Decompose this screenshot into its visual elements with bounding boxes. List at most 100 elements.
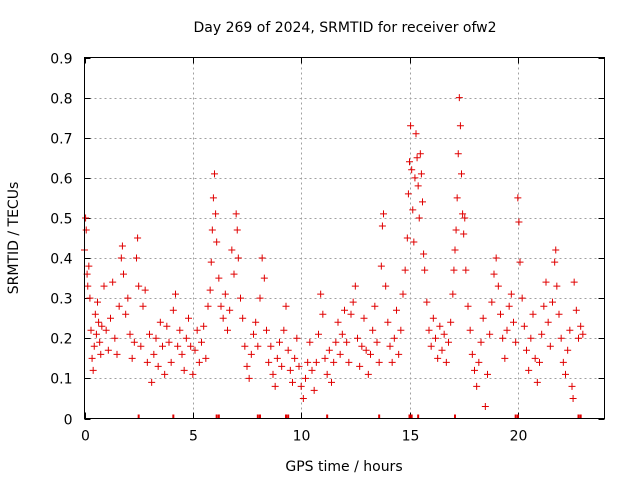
data-point xyxy=(494,282,502,290)
data-point xyxy=(390,334,398,342)
data-point xyxy=(250,330,257,338)
data-point xyxy=(452,226,460,234)
data-point xyxy=(455,94,463,102)
data-point xyxy=(150,350,158,358)
data-point xyxy=(572,306,580,314)
data-point xyxy=(161,370,169,378)
data-point xyxy=(174,342,182,350)
data-point xyxy=(204,302,212,310)
data-point xyxy=(256,294,264,302)
data-point xyxy=(252,318,260,326)
data-point xyxy=(540,302,548,310)
data-point xyxy=(312,358,320,366)
data-point xyxy=(91,310,99,318)
data-point xyxy=(432,334,439,342)
data-point xyxy=(423,298,431,306)
data-point xyxy=(468,350,476,358)
data-point xyxy=(507,290,515,298)
x-tick-label: 15 xyxy=(402,429,420,445)
data-point xyxy=(577,322,585,330)
data-point xyxy=(454,150,462,158)
data-point xyxy=(299,394,307,402)
data-point xyxy=(464,302,472,310)
data-point xyxy=(501,354,509,362)
data-point xyxy=(568,382,576,390)
data-point xyxy=(351,282,359,290)
data-point xyxy=(451,246,459,254)
data-point xyxy=(88,354,96,362)
data-point xyxy=(254,342,262,350)
y-tick-label: 0.3 xyxy=(50,292,72,308)
data-point xyxy=(200,322,208,330)
data-point xyxy=(531,354,539,362)
data-point xyxy=(497,310,504,318)
data-point xyxy=(411,174,419,182)
data-point xyxy=(206,286,214,294)
data-point xyxy=(328,378,335,386)
data-point xyxy=(263,326,270,334)
data-point xyxy=(514,194,522,202)
data-point xyxy=(85,262,93,270)
data-point xyxy=(293,334,301,342)
data-point xyxy=(230,270,238,278)
data-point xyxy=(269,370,277,378)
data-point xyxy=(321,354,329,362)
data-point xyxy=(118,242,126,250)
data-point xyxy=(212,210,220,218)
data-point xyxy=(421,266,429,274)
data-point xyxy=(354,334,361,342)
data-point xyxy=(549,298,556,306)
data-point xyxy=(139,302,147,310)
data-point xyxy=(356,362,364,370)
data-point xyxy=(410,238,418,246)
data-point xyxy=(417,170,425,178)
data-point xyxy=(416,150,424,158)
data-point xyxy=(533,378,541,386)
chart-title: Day 269 of 2024, SRMTID for receiver ofw… xyxy=(193,20,496,36)
data-point xyxy=(503,326,511,334)
data-point xyxy=(552,246,560,254)
data-point xyxy=(98,322,106,330)
data-point xyxy=(128,354,136,362)
data-point xyxy=(202,354,210,362)
data-point xyxy=(373,338,381,346)
data-point xyxy=(475,358,483,366)
data-point xyxy=(386,342,394,350)
data-point xyxy=(477,338,485,346)
y-tick-label: 0.7 xyxy=(50,132,72,148)
data-point xyxy=(237,294,244,302)
data-point xyxy=(393,306,400,314)
data-point xyxy=(317,290,325,298)
data-point xyxy=(258,254,266,262)
data-point xyxy=(122,310,130,318)
data-point xyxy=(232,210,240,218)
data-point xyxy=(152,334,160,342)
data-point xyxy=(133,254,140,262)
data-point xyxy=(315,330,322,338)
data-point xyxy=(401,266,409,274)
data-point xyxy=(107,314,114,322)
data-gap-markers xyxy=(137,414,582,419)
data-point xyxy=(388,358,396,366)
data-point xyxy=(295,362,303,370)
data-point xyxy=(375,358,383,366)
data-point xyxy=(341,306,348,314)
data-point xyxy=(404,190,412,198)
data-point xyxy=(473,382,481,390)
data-point xyxy=(436,322,444,330)
data-point xyxy=(189,370,197,378)
data-point xyxy=(325,346,333,354)
data-point xyxy=(512,338,520,346)
data-point xyxy=(415,214,423,222)
data-point xyxy=(308,366,316,374)
y-tick-label: 0.6 xyxy=(50,172,72,188)
data-point xyxy=(89,366,97,374)
data-point xyxy=(347,310,355,318)
data-point xyxy=(135,282,143,290)
data-point xyxy=(126,330,134,338)
data-point xyxy=(395,350,403,358)
data-point xyxy=(510,318,517,326)
data-point xyxy=(178,350,186,358)
data-point xyxy=(167,358,175,366)
data-point xyxy=(111,334,119,342)
